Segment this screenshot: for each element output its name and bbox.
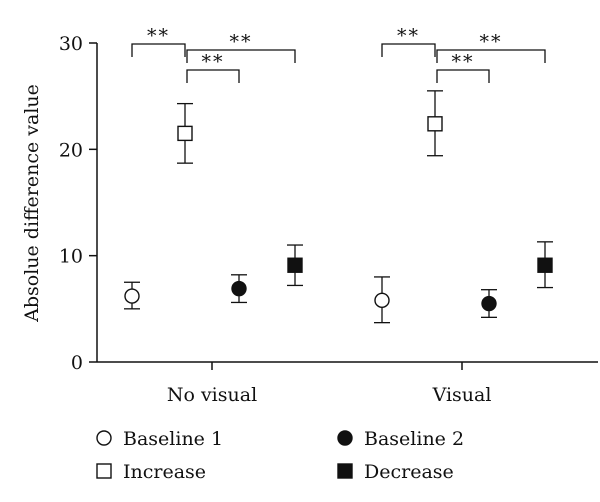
y-axis-title: Absolue difference value [21,84,43,323]
legend-marker [337,430,353,446]
data-point [231,280,247,297]
axes: 0 10 20 30 No visual Visual Absolue difference… [21,33,598,406]
significance-label: ** [202,51,225,73]
legend-label: Decrease [364,461,454,483]
data-point [427,116,443,132]
y-tick-label: 30 [59,33,83,55]
significance-bracket [186,49,296,63]
y-tick-label: 0 [71,352,83,374]
data-point [537,257,553,273]
legend-label: Increase [123,461,206,483]
significance-label: ** [397,25,420,47]
significance-bracket [131,43,186,57]
data-point [124,288,140,304]
significance-bracket [186,69,240,83]
y-tick-label: 20 [59,139,83,161]
data-point [481,295,497,312]
data-markers [124,116,553,312]
legend-label: Baseline 1 [123,428,223,450]
legend-label: Baseline 2 [364,428,464,450]
data-point [287,257,303,273]
significance-bracket [381,43,436,57]
data-point [177,125,193,142]
significance-bracket [436,49,546,63]
data-point [374,292,390,309]
significance-brackets: ****** ****** [131,25,546,83]
significance-label: ** [480,31,503,53]
significance-label: ** [452,51,475,73]
significance-label: ** [147,25,170,47]
y-tick-label: 10 [59,246,83,268]
legend-marker [337,463,353,479]
x-tick-label: No visual [167,384,257,406]
legend-marker [96,430,112,446]
x-tick-label: Visual [432,384,492,406]
legend-marker [96,463,112,479]
significance-bracket [436,69,490,83]
legend: Baseline 1 Increase Baseline 2 Decrease [96,428,464,483]
error-bars [124,90,553,324]
significance-label: ** [230,31,253,53]
